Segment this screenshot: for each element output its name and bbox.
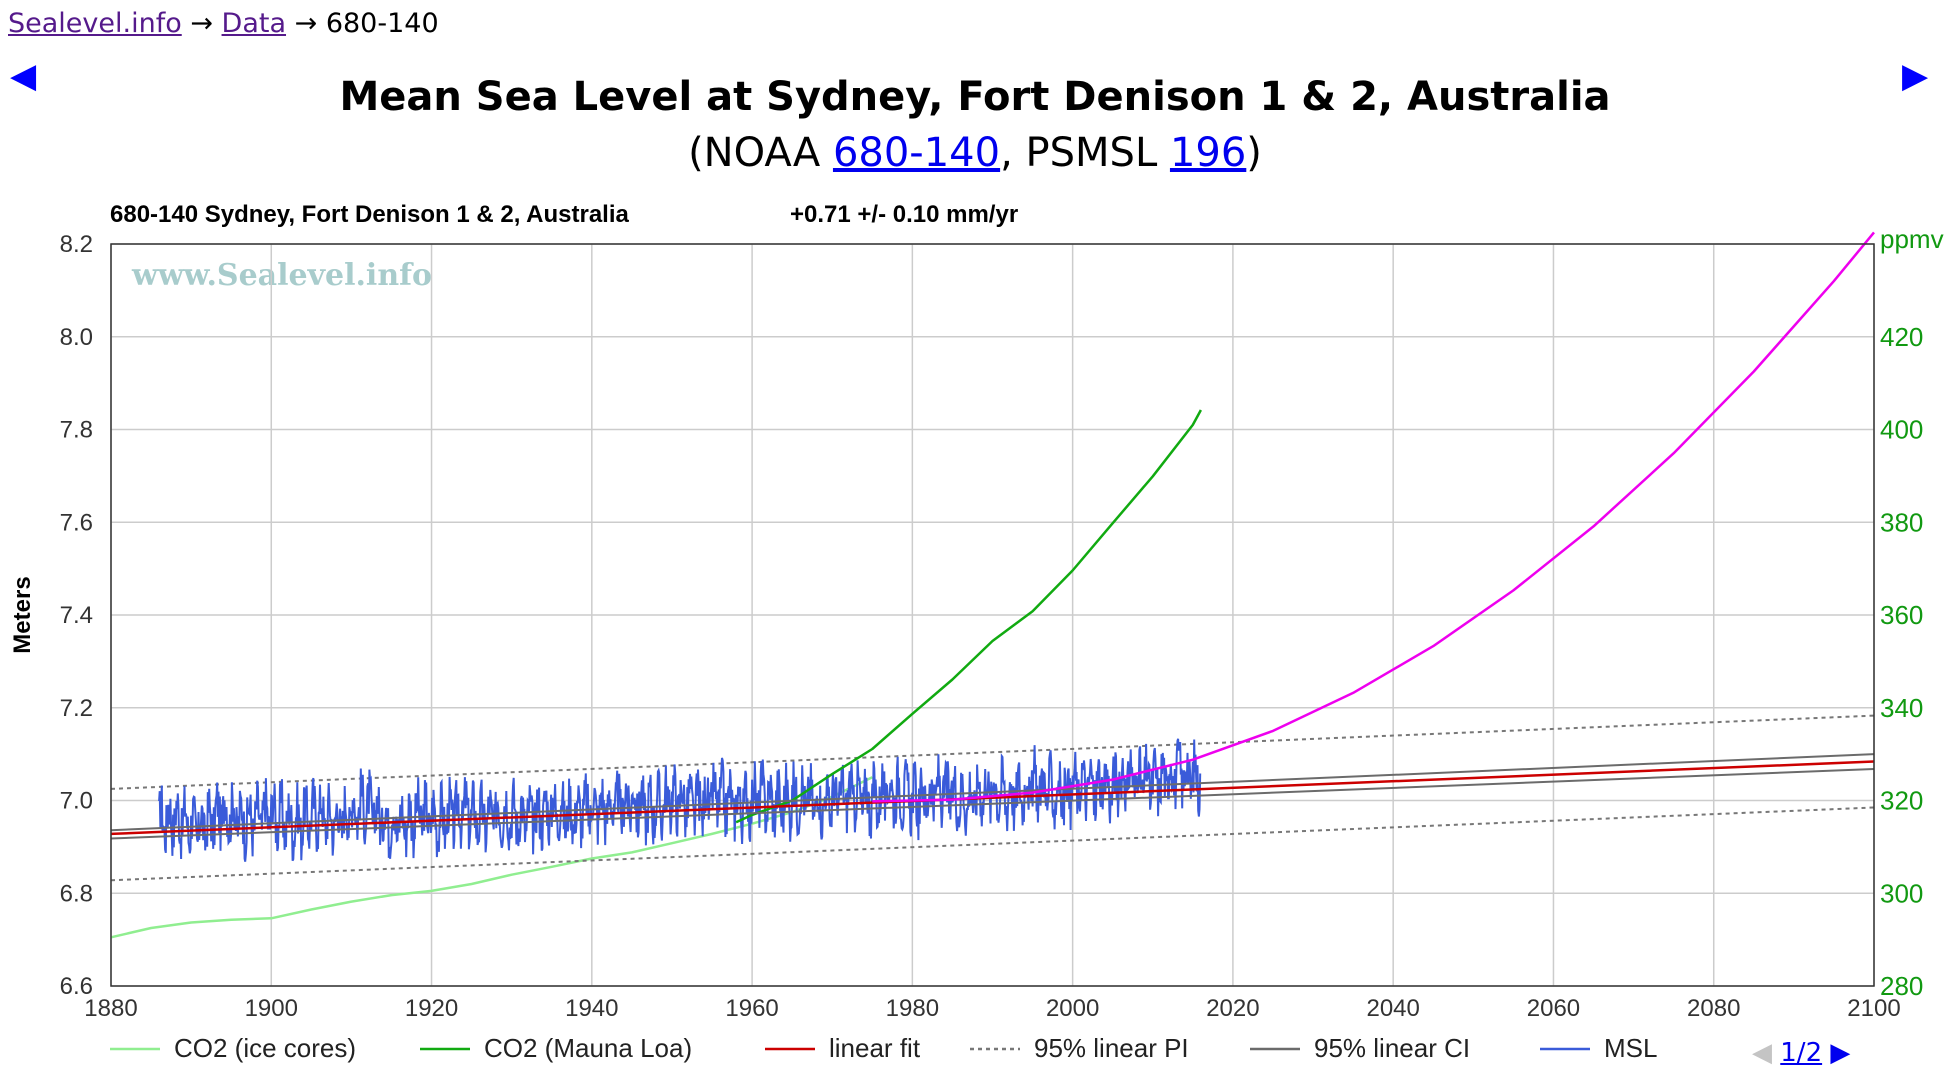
- series-ci-bound: [110, 753, 1875, 832]
- pager-prev-icon[interactable]: ◀: [1752, 1038, 1772, 1068]
- sea-level-chart: 680-140 Sydney, Fort Denison 1 & 2, Aust…: [9, 201, 1944, 1063]
- y-tick-label: 8.0: [60, 324, 93, 351]
- chart-station-label: 680-140 Sydney, Fort Denison 1 & 2, Aust…: [110, 201, 630, 228]
- subtitle-prefix: (NOAA: [688, 130, 833, 176]
- y2-tick-label: 320: [1880, 786, 1923, 816]
- y2-axis-unit: ppmv: [1880, 224, 1944, 254]
- pager-next-icon[interactable]: ▶: [1830, 1038, 1851, 1068]
- series-linear-fit: [110, 760, 1875, 836]
- y-tick-label: 8.2: [60, 231, 93, 258]
- y-tick-label: 7.8: [60, 417, 93, 444]
- page-title: Mean Sea Level at Sydney, Fort Denison 1…: [339, 74, 1611, 120]
- series-ci-bound: [110, 768, 1875, 840]
- subtitle-mid: , PSMSL: [1000, 130, 1170, 176]
- x-tick-label: 1960: [725, 995, 778, 1022]
- x-tick-label: 1920: [405, 995, 458, 1022]
- y-tick-label: 7.6: [60, 509, 93, 536]
- x-tick-label: 1900: [245, 995, 298, 1022]
- x-tick-label: 2000: [1046, 995, 1099, 1022]
- watermark: www.Sealevel.info: [131, 258, 432, 293]
- previous-station-icon[interactable]: ◀: [10, 56, 37, 96]
- breadcrumb-current: 680-140: [325, 8, 439, 39]
- legend: CO2 (ice cores) CO2 (Mauna Loa) linear fit…: [110, 1033, 1657, 1063]
- legend-label: CO2 (ice cores): [174, 1033, 356, 1063]
- noaa-link[interactable]: 680-140: [832, 130, 1001, 176]
- y-tick-label: 7.0: [60, 788, 93, 815]
- legend-label: 95% linear CI: [1314, 1033, 1470, 1063]
- legend-label: linear fit: [829, 1033, 921, 1063]
- y-axis-label: Meters: [9, 576, 36, 653]
- y-tick-label: 6.8: [60, 880, 93, 907]
- subtitle-suffix: ): [1246, 130, 1262, 176]
- legend-label: CO2 (Mauna Loa): [484, 1033, 692, 1063]
- x-tick-label: 1880: [84, 995, 137, 1022]
- grid-lines: [110, 243, 1875, 987]
- y2-tick-label: 400: [1880, 415, 1923, 445]
- x-tick-label: 2020: [1206, 995, 1259, 1022]
- series-pi-bound: [110, 714, 1875, 790]
- x-tick-label: 2060: [1527, 995, 1580, 1022]
- y-tick-label: 7.4: [60, 602, 93, 629]
- chart-trend-label: +0.71 +/- 0.10 mm/yr: [790, 201, 1018, 228]
- x-tick-label: 1980: [886, 995, 939, 1022]
- y2-tick-label: 360: [1880, 600, 1923, 630]
- plot-frame: [110, 243, 1875, 987]
- pager-page[interactable]: 1/2: [1780, 1038, 1823, 1068]
- breadcrumb-link-sealevel[interactable]: Sealevel.info: [8, 8, 182, 39]
- series-co2-ice-cores: [110, 776, 873, 939]
- legend-label: 95% linear PI: [1034, 1033, 1189, 1063]
- y2-tick-label: 300: [1880, 878, 1923, 908]
- axis-labels: 1880 1900 1920 1940 1960 1980 2000 2020 2040 2060…: [60, 231, 1924, 1022]
- legend-label: MSL: [1604, 1033, 1657, 1063]
- breadcrumb: Sealevel.info → Data → 680-140: [8, 8, 439, 39]
- breadcrumb-separator: →: [190, 8, 213, 39]
- breadcrumb-separator: →: [294, 8, 318, 39]
- y-tick-label: 6.6: [60, 973, 93, 1000]
- y2-tick-label: 380: [1880, 507, 1923, 537]
- psmsl-link[interactable]: 196: [1169, 130, 1247, 176]
- x-tick-label: 2040: [1366, 995, 1419, 1022]
- series-pi-bound: [110, 806, 1875, 882]
- x-tick-label: 2100: [1847, 995, 1900, 1022]
- series-projection: [872, 231, 1875, 803]
- series-co2-mauna-loa: [735, 409, 1202, 824]
- x-tick-label: 1940: [565, 995, 618, 1022]
- next-station-icon[interactable]: ▶: [1902, 56, 1929, 96]
- breadcrumb-link-data[interactable]: Data: [221, 8, 287, 39]
- y2-tick-label: 420: [1880, 322, 1923, 352]
- y-tick-label: 7.2: [60, 695, 93, 722]
- series-group: [110, 231, 1875, 939]
- y2-tick-label: 340: [1880, 693, 1923, 723]
- page-subtitle: (NOAA 680-140, PSMSL 196): [0, 130, 1950, 176]
- x-tick-label: 2080: [1687, 995, 1740, 1022]
- pager: ◀ 1/2 ▶: [1752, 1038, 1850, 1068]
- y2-tick-label: 280: [1880, 971, 1923, 1001]
